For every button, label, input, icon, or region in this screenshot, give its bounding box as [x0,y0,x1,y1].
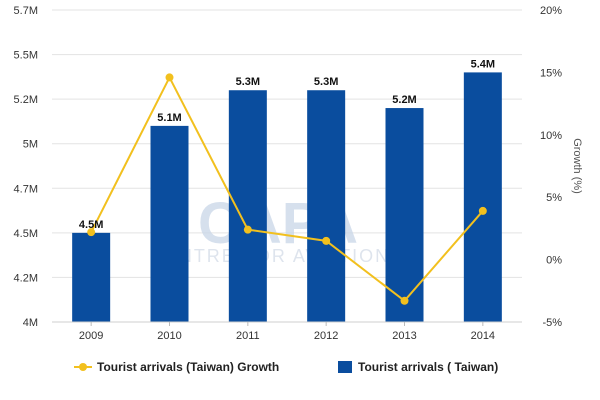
left-tick-label: 5.5M [14,50,38,62]
right-axis-title: Growth (%) [571,138,583,194]
legend-label-growth: Tourist arrivals (Taiwan) Growth [97,360,279,374]
bar-series [72,72,502,323]
right-tick-label: 5% [546,192,562,204]
right-tick-label: 0% [546,255,562,267]
left-tick-label: 5.2M [14,94,38,106]
legend-label-arrivals: Tourist arrivals ( Taiwan) [358,360,498,374]
left-tick-label: 5M [23,139,38,151]
legend-dot-swatch [79,363,87,371]
growth-point [87,228,96,237]
data-labels: 4.5M 5.1M 5.3M 5.3M 5.2M 5.4M [79,58,495,230]
left-tick-label: 4.7M [14,183,38,195]
growth-point [478,206,487,215]
bar [150,125,189,322]
left-tick-label: 4M [23,317,38,329]
x-tick-label: 2010 [157,330,181,342]
x-tick-label: 2012 [314,330,338,342]
gridlines [52,9,522,323]
legend-item-arrivals[interactable]: Tourist arrivals ( Taiwan) [338,360,498,374]
left-tick-label: 4.5M [14,228,38,240]
right-tick-label: -5% [542,317,562,329]
x-axis: 2009 2010 2011 2012 2013 2014 [52,321,522,342]
right-tick-label: 20% [540,5,562,17]
right-tick-label: 10% [540,130,562,142]
x-tick-label: 2014 [471,330,495,342]
bar-data-label: 5.3M [314,76,338,88]
bar-data-label: 5.4M [471,58,495,70]
legend: Tourist arrivals (Taiwan) Growth Tourist… [74,360,498,374]
growth-point [243,225,252,234]
bar-data-label: 4.5M [79,219,103,231]
growth-point [322,236,331,245]
left-y-axis: 4M 4.2M 4.5M 4.7M 5M 5.2M 5.5M 5.7M [14,5,38,329]
legend-item-growth[interactable]: Tourist arrivals (Taiwan) Growth [74,360,279,374]
bar-data-label: 5.2M [392,94,416,106]
left-tick-label: 5.7M [14,5,38,17]
line-series [87,73,487,305]
growth-point [400,296,409,305]
bar-data-label: 5.1M [157,112,181,124]
left-tick-label: 4.2M [14,272,38,284]
bar [72,232,111,322]
x-tick-label: 2009 [79,330,103,342]
bar-data-label: 5.3M [236,76,260,88]
x-tick-label: 2011 [236,330,260,342]
bar [307,90,346,322]
x-tick-label: 2013 [392,330,416,342]
right-tick-label: 15% [540,67,562,79]
right-y-axis: -5% 0% 5% 10% 15% 20% [540,5,562,329]
bar [228,90,267,322]
bar [463,72,502,323]
legend-bar-swatch [338,361,352,373]
growth-line [90,75,484,303]
growth-point [165,73,174,82]
